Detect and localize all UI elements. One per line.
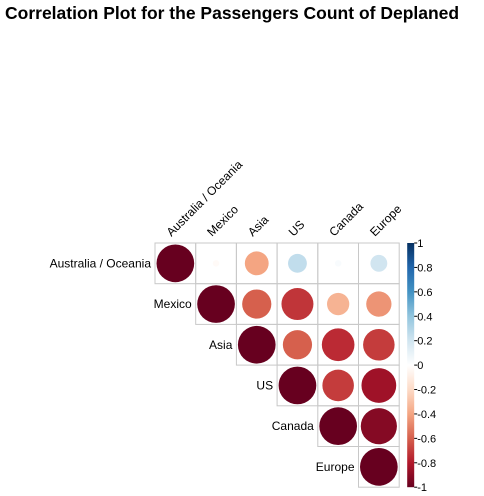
colorbar-tick-label: -0.8 (417, 458, 436, 470)
row-label: Asia (209, 338, 233, 352)
colorbar-tick-label: -0.6 (417, 433, 436, 445)
correlation-circle-0-5 (370, 254, 388, 272)
column-label: Asia (245, 212, 272, 239)
correlation-circle-1-2 (242, 289, 272, 319)
correlation-circle-1-5 (366, 291, 392, 317)
row-label: Australia / Oceania (50, 256, 152, 270)
correlation-circle-4-4 (319, 407, 357, 445)
correlation-circle-0-0 (156, 244, 195, 283)
correlation-circle-4-5 (360, 408, 397, 445)
correlation-circle-2-5 (363, 328, 395, 361)
correlation-circle-0-4 (334, 260, 342, 267)
correlation-circle-2-4 (321, 328, 355, 362)
chart-title: Correlation Plot for the Passengers Coun… (5, 3, 460, 23)
colorbar (407, 243, 415, 488)
colorbar-tick-label: -0.2 (417, 385, 436, 397)
colorbar-tick-label: 0.4 (417, 311, 432, 323)
colorbar-tick-label: 0 (417, 360, 423, 372)
correlation-circle-1-4 (326, 292, 350, 316)
grid-cell (358, 446, 400, 488)
colorbar-tick-label: 0.6 (417, 287, 432, 299)
correlation-circle-3-3 (278, 366, 317, 405)
correlation-circle-2-3 (282, 330, 313, 360)
row-label: Mexico (154, 297, 192, 311)
colorbar-tick-label: 0.2 (417, 336, 432, 348)
correlation-circle-0-1 (212, 260, 220, 267)
correlation-circle-0-2 (244, 251, 269, 276)
colorbar-tick-label: -0.4 (417, 409, 436, 421)
column-label: Europe (367, 202, 404, 239)
row-label: Europe (316, 460, 355, 474)
colorbar-tick-label: 0.8 (417, 262, 432, 274)
correlation-circle-1-1 (197, 285, 235, 323)
correlation-circle-2-2 (237, 325, 276, 364)
column-label: Mexico (204, 202, 241, 239)
row-label: US (256, 378, 273, 392)
column-label: Canada (326, 199, 366, 239)
correlation-circle-3-5 (361, 368, 397, 403)
correlation-circle-1-3 (281, 288, 314, 321)
row-label: Canada (272, 419, 314, 433)
correlation-circle-0-3 (288, 253, 307, 273)
correlation-circle-3-4 (322, 369, 354, 402)
correlation-circle-5-5 (360, 448, 398, 486)
column-label: US (286, 217, 308, 239)
colorbar-tick-label: -1 (417, 482, 427, 494)
column-label: Australia / Oceania (164, 157, 246, 239)
colorbar-tick-label: 1 (417, 238, 423, 250)
